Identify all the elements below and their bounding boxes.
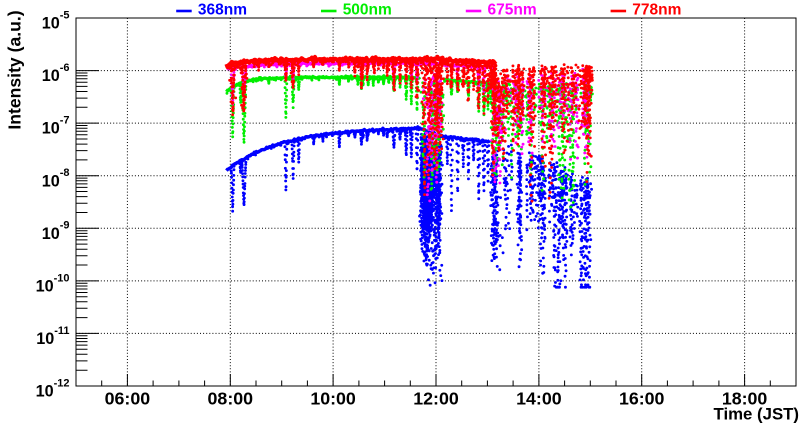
svg-text:500nm: 500nm (343, 2, 392, 19)
svg-text:675nm: 675nm (488, 2, 537, 19)
svg-text:18:00: 18:00 (722, 389, 768, 409)
svg-text:12:00: 12:00 (413, 389, 459, 409)
svg-text:16:00: 16:00 (619, 389, 665, 409)
svg-text:10:00: 10:00 (310, 389, 356, 409)
svg-text:14:00: 14:00 (516, 389, 562, 409)
svg-text:778nm: 778nm (632, 2, 681, 19)
svg-text:Intensity (a.u.): Intensity (a.u.) (5, 10, 25, 129)
svg-text:Time (JST): Time (JST) (714, 404, 799, 423)
svg-text:06:00: 06:00 (105, 389, 151, 409)
svg-text:08:00: 08:00 (208, 389, 254, 409)
svg-text:368nm: 368nm (198, 2, 247, 19)
